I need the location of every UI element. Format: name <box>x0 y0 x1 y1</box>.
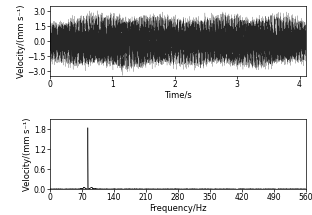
X-axis label: Frequency/Hz: Frequency/Hz <box>149 204 207 213</box>
X-axis label: Time/s: Time/s <box>164 91 192 100</box>
Y-axis label: Velocity/(mm s⁻¹): Velocity/(mm s⁻¹) <box>17 5 26 78</box>
Y-axis label: Velocity/(mm s⁻¹): Velocity/(mm s⁻¹) <box>23 118 32 191</box>
